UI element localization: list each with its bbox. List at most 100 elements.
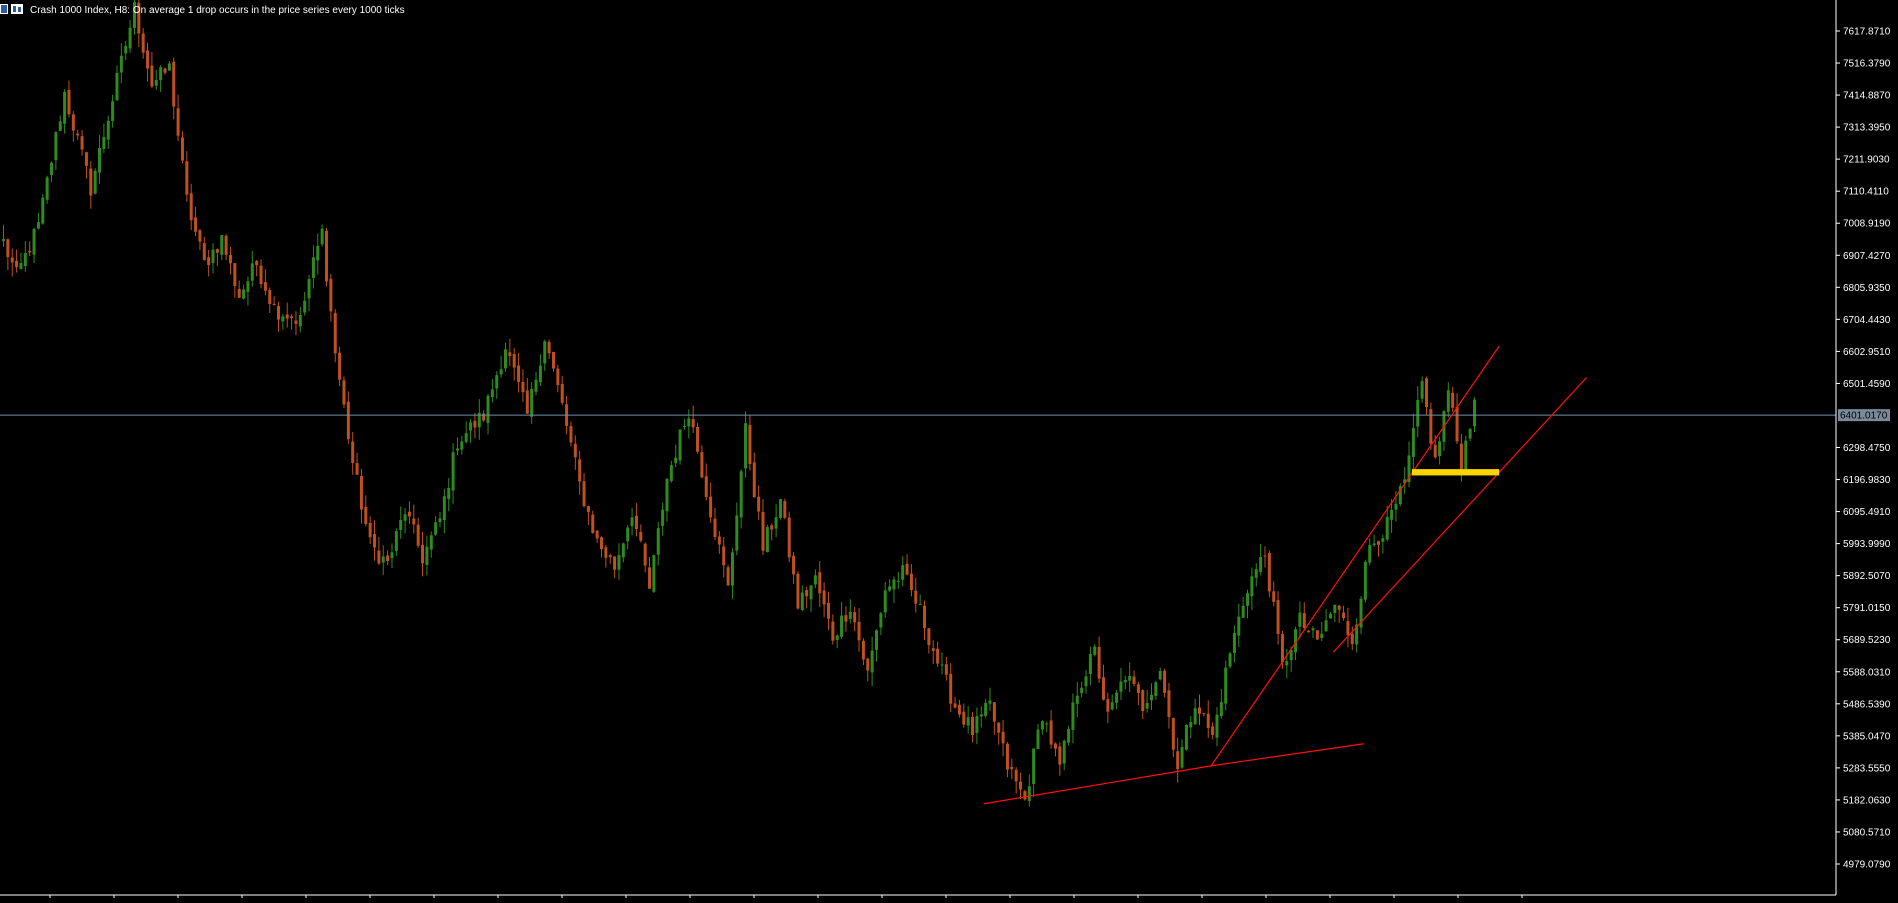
candle-body: [774, 517, 778, 529]
candle: [1141, 689, 1145, 720]
candle: [255, 259, 259, 277]
candle: [469, 418, 473, 444]
chart-title: Crash 1000 Index, H8: On average 1 drop …: [30, 4, 405, 16]
candle-body: [709, 496, 713, 518]
candle: [1455, 393, 1459, 445]
candle: [717, 531, 721, 554]
candle-body: [560, 383, 564, 403]
candle: [726, 564, 730, 586]
candle: [787, 511, 791, 563]
candle-body: [962, 711, 966, 725]
candle: [146, 42, 150, 82]
candle-body: [744, 423, 748, 469]
candle-body: [1080, 687, 1084, 694]
candle-body: [329, 278, 333, 312]
candle-body: [460, 441, 464, 450]
candle: [1298, 601, 1302, 639]
candle: [342, 376, 346, 409]
candle: [1372, 534, 1376, 548]
candle-body: [499, 369, 503, 375]
candle-body: [1254, 569, 1258, 578]
candle-body: [1149, 694, 1153, 701]
candle-body: [796, 573, 800, 609]
candle-body: [263, 282, 267, 291]
candle-body: [154, 79, 158, 86]
trendline[interactable]: [984, 765, 1212, 805]
chart-window-icon[interactable]: [0, 3, 8, 17]
support-zone[interactable]: [1411, 469, 1500, 476]
candle: [285, 302, 289, 328]
candle-body: [1455, 406, 1459, 442]
candle: [861, 638, 865, 666]
candle-body: [390, 552, 394, 559]
candle-body: [451, 452, 455, 491]
candle: [534, 371, 538, 396]
price-tick-label: 7414.8870: [1843, 91, 1891, 102]
candle: [1350, 626, 1354, 650]
candle: [709, 482, 713, 523]
candle: [1206, 700, 1210, 738]
candle-body: [1464, 440, 1468, 472]
candle-body: [608, 555, 612, 558]
candle: [460, 435, 464, 455]
candle: [1442, 409, 1446, 451]
candle: [207, 249, 211, 277]
candle-body: [1473, 399, 1477, 427]
candle: [1420, 376, 1424, 404]
trendline[interactable]: [1211, 743, 1364, 767]
trendline[interactable]: [1210, 345, 1500, 767]
candle: [290, 314, 294, 330]
price-axis[interactable]: 7617.8710 7516.3790 7414.8870 7313.3950 7211…: [1835, 0, 1891, 895]
candle: [975, 707, 979, 745]
candle: [250, 250, 254, 287]
candle-body: [652, 555, 656, 592]
candle-body: [163, 68, 167, 73]
candle: [831, 614, 835, 645]
candle: [1101, 664, 1105, 701]
candle: [1390, 499, 1394, 533]
candle: [10, 248, 14, 277]
candle-body: [23, 253, 27, 267]
candle-body: [1132, 676, 1136, 684]
candle-body: [1014, 769, 1018, 782]
candle-body: [285, 314, 289, 319]
candle: [713, 508, 717, 540]
candle: [167, 61, 171, 71]
candle-body: [250, 263, 254, 281]
candle-body: [189, 193, 193, 221]
candle: [1198, 694, 1202, 726]
candle-body: [730, 552, 734, 586]
candle-body: [416, 524, 420, 546]
candle: [1307, 629, 1311, 633]
candle-body: [1027, 786, 1031, 802]
candle: [556, 364, 560, 393]
candle-body: [1302, 613, 1306, 628]
candle: [473, 413, 477, 439]
candle-body: [866, 658, 870, 671]
candle-body: [425, 546, 429, 565]
candle: [700, 445, 704, 479]
candle: [796, 571, 800, 610]
candle-body: [342, 380, 346, 405]
candle-body: [1171, 717, 1175, 750]
candle-body: [1097, 646, 1101, 679]
candle-body: [857, 621, 861, 641]
candle-body: [1459, 443, 1463, 475]
candle: [639, 524, 643, 543]
candle: [325, 227, 329, 287]
candle-body: [146, 50, 150, 69]
candle: [298, 306, 302, 333]
candle: [517, 352, 521, 393]
candle-body: [1093, 646, 1097, 655]
candle-body: [1320, 633, 1324, 638]
candlestick-icon[interactable]: [11, 3, 23, 17]
candle-body: [128, 27, 132, 49]
candle: [346, 391, 350, 444]
candle: [1163, 668, 1167, 698]
trendline[interactable]: [1332, 377, 1587, 653]
candle-body: [1136, 684, 1140, 693]
candle-body: [770, 525, 774, 530]
candle-body: [726, 567, 730, 586]
